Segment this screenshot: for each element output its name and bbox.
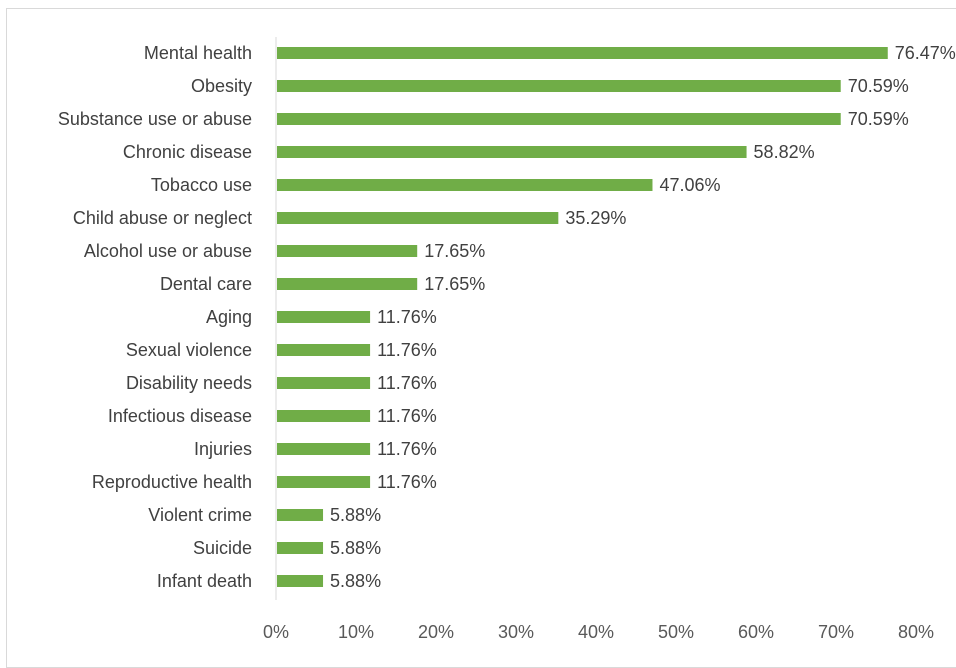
category-label: Violent crime — [148, 505, 252, 525]
data-label: 11.76% — [377, 406, 437, 426]
category-label: Sexual violence — [126, 340, 252, 360]
data-label: 17.65% — [424, 274, 485, 294]
data-label: 11.76% — [377, 373, 437, 393]
bar — [277, 179, 653, 191]
category-label: Injuries — [194, 439, 252, 459]
bar — [277, 311, 371, 323]
data-label: 11.76% — [377, 472, 437, 492]
data-label: 5.88% — [330, 538, 381, 558]
x-tick-label: 30% — [498, 622, 534, 642]
bar — [277, 410, 371, 422]
bar — [277, 443, 371, 455]
x-tick-label: 20% — [418, 622, 454, 642]
category-label: Tobacco use — [151, 175, 252, 195]
bar — [277, 245, 418, 257]
x-tick-label: 40% — [578, 622, 614, 642]
bar — [277, 212, 559, 224]
category-label: Reproductive health — [92, 472, 252, 492]
data-label: 70.59% — [848, 76, 909, 96]
category-label: Child abuse or neglect — [73, 208, 252, 228]
data-label: 35.29% — [565, 208, 626, 228]
data-label: 11.76% — [377, 439, 437, 459]
bar — [277, 146, 747, 158]
data-label: 70.59% — [848, 109, 909, 129]
x-tick-label: 60% — [738, 622, 774, 642]
category-label: Mental health — [144, 43, 252, 63]
bar — [277, 476, 371, 488]
bar — [277, 377, 371, 389]
data-label: 47.06% — [659, 175, 720, 195]
data-label: 58.82% — [754, 142, 815, 162]
data-label: 11.76% — [377, 340, 437, 360]
bar — [277, 509, 324, 521]
data-label: 5.88% — [330, 505, 381, 525]
data-label: 17.65% — [424, 241, 485, 261]
bar — [277, 278, 418, 290]
category-label: Chronic disease — [123, 142, 252, 162]
data-label: 76.47% — [895, 43, 956, 63]
x-tick-label: 70% — [818, 622, 854, 642]
category-label: Substance use or abuse — [58, 109, 252, 129]
category-label: Obesity — [191, 76, 252, 96]
bar — [277, 47, 888, 59]
x-tick-label: 10% — [338, 622, 374, 642]
x-tick-label: 80% — [898, 622, 934, 642]
bar — [277, 344, 371, 356]
data-label: 5.88% — [330, 571, 381, 591]
bar — [277, 575, 324, 587]
category-label: Suicide — [193, 538, 252, 558]
bar — [277, 80, 841, 92]
category-label: Infant death — [157, 571, 252, 591]
category-label: Dental care — [160, 274, 252, 294]
bar — [277, 542, 324, 554]
bar — [277, 113, 841, 125]
category-label: Aging — [206, 307, 252, 327]
category-label: Disability needs — [126, 373, 252, 393]
x-tick-label: 50% — [658, 622, 694, 642]
data-label: 11.76% — [377, 307, 437, 327]
category-label: Infectious disease — [108, 406, 252, 426]
category-label: Alcohol use or abuse — [84, 241, 252, 261]
x-tick-label: 0% — [263, 622, 289, 642]
